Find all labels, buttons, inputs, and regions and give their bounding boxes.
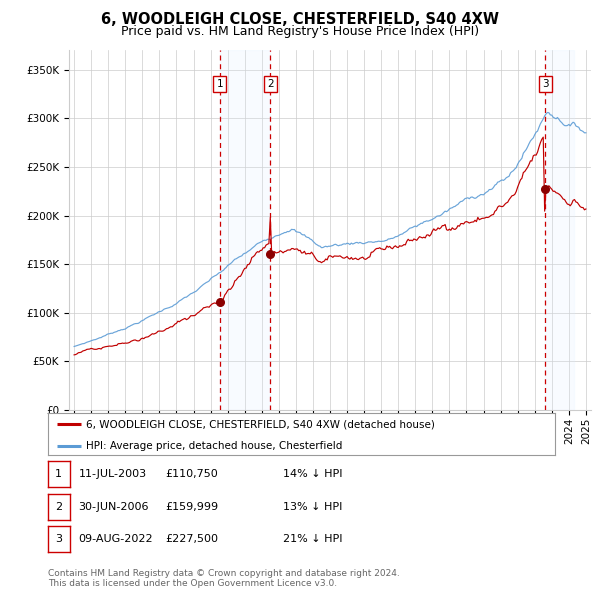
Text: 30-JUN-2006: 30-JUN-2006: [79, 502, 149, 512]
Text: £227,500: £227,500: [166, 535, 218, 544]
Text: 21% ↓ HPI: 21% ↓ HPI: [283, 535, 342, 544]
Text: 6, WOODLEIGH CLOSE, CHESTERFIELD, S40 4XW (detached house): 6, WOODLEIGH CLOSE, CHESTERFIELD, S40 4X…: [86, 419, 435, 429]
Text: 1: 1: [55, 470, 62, 479]
Text: HPI: Average price, detached house, Chesterfield: HPI: Average price, detached house, Ches…: [86, 441, 343, 451]
Text: 13% ↓ HPI: 13% ↓ HPI: [283, 502, 342, 512]
Bar: [220, 50, 270, 410]
Text: 14% ↓ HPI: 14% ↓ HPI: [283, 470, 342, 479]
Text: 6, WOODLEIGH CLOSE, CHESTERFIELD, S40 4XW: 6, WOODLEIGH CLOSE, CHESTERFIELD, S40 4X…: [101, 12, 499, 27]
Text: 09-AUG-2022: 09-AUG-2022: [79, 535, 153, 544]
Text: 3: 3: [542, 79, 548, 89]
Text: 1: 1: [217, 79, 223, 89]
Text: 3: 3: [55, 535, 62, 544]
Text: Contains HM Land Registry data © Crown copyright and database right 2024.
This d: Contains HM Land Registry data © Crown c…: [48, 569, 400, 588]
Text: £110,750: £110,750: [166, 470, 218, 479]
Text: 2: 2: [55, 502, 62, 512]
Text: 2: 2: [267, 79, 274, 89]
Text: £159,999: £159,999: [166, 502, 219, 512]
Text: 11-JUL-2003: 11-JUL-2003: [79, 470, 147, 479]
Bar: [545, 50, 574, 410]
Text: Price paid vs. HM Land Registry's House Price Index (HPI): Price paid vs. HM Land Registry's House …: [121, 25, 479, 38]
